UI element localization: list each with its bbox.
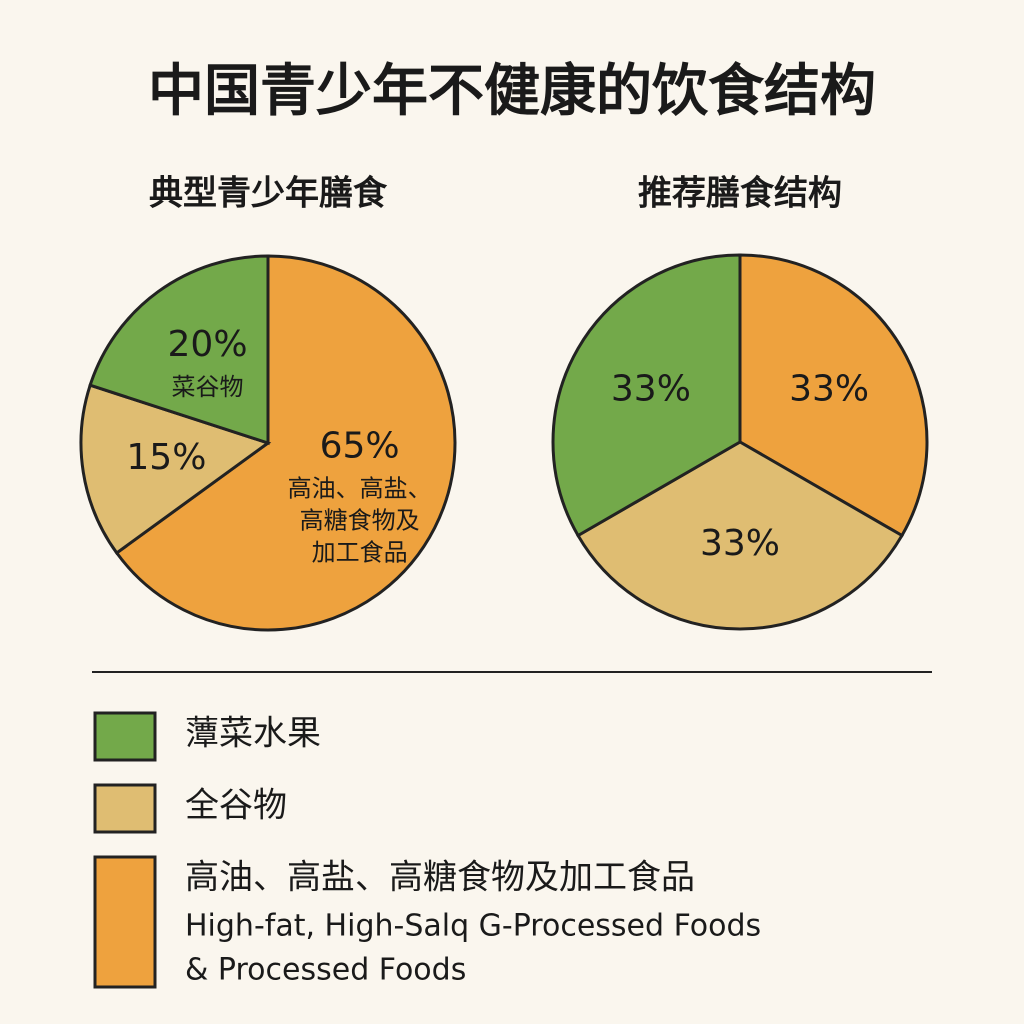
slice-value-label: 33% bbox=[700, 523, 780, 564]
slice-value-label: 65% bbox=[320, 426, 400, 467]
legend-label: 藫菜水果 bbox=[185, 714, 321, 754]
pie-slice bbox=[576, 440, 904, 631]
pie-slice bbox=[79, 383, 272, 556]
legend-note: High-fat, High-Salq G-Processed Foods bbox=[185, 909, 761, 944]
legend-swatch bbox=[93, 711, 157, 762]
pie-slice bbox=[88, 254, 270, 446]
slice-value-label: 20% bbox=[168, 324, 248, 365]
pie-slice bbox=[738, 253, 929, 538]
slice-note: 加工食品 bbox=[312, 539, 408, 567]
legend-swatch bbox=[93, 855, 157, 989]
legend-note: & Processed Foods bbox=[185, 953, 466, 988]
pie-title: 推荐膳食结构 bbox=[638, 174, 842, 214]
slice-note: 菜谷物 bbox=[172, 373, 244, 401]
legend-label: 高油、高盐、高糖食物及加工食品 bbox=[185, 858, 695, 898]
slice-value-label: 33% bbox=[789, 369, 869, 410]
slice-note: 高油、高盐、 bbox=[288, 475, 432, 503]
legend-swatch bbox=[93, 783, 157, 834]
slice-value-label: 33% bbox=[611, 369, 691, 410]
title: 中国青少年不健康的饮食结构 bbox=[148, 59, 876, 124]
pie-title: 典型青少年膳食 bbox=[149, 174, 388, 214]
pie-slice bbox=[551, 253, 742, 538]
slice-value-label: 15% bbox=[126, 437, 206, 478]
slice-note: 高糖食物及 bbox=[300, 507, 420, 535]
pie-slice bbox=[114, 254, 457, 632]
legend-label: 全谷物 bbox=[185, 786, 287, 826]
